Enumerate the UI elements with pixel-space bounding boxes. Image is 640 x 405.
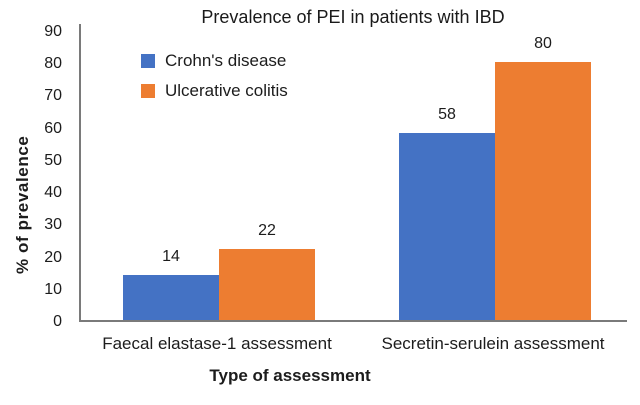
legend-label: Crohn's disease (165, 51, 287, 70)
bar-ulcerative-faecal (219, 249, 315, 320)
legend-label: Ulcerative colitis (165, 81, 288, 100)
legend-swatch-icon (141, 54, 155, 68)
bar-crohns-secretin (399, 133, 495, 320)
x-axis-title: Type of assessment (209, 366, 371, 385)
chart-title: Prevalence of PEI in patients with IBD (201, 7, 505, 27)
y-axis-ticks: 0 10 20 30 40 50 60 70 80 90 (0, 23, 62, 330)
y-tick-label: 60 (44, 119, 62, 137)
legend-swatch-icon (141, 84, 155, 98)
legend: Crohn's disease Ulcerative colitis (141, 51, 288, 111)
bar-crohns-faecal (123, 274, 219, 320)
x-category-label: Faecal elastase-1 assessment (102, 334, 332, 353)
y-tick-label: 30 (44, 216, 62, 234)
bar-value-label: 14 (162, 247, 180, 265)
y-tick-label: 50 (44, 151, 62, 169)
y-tick-label: 80 (44, 55, 62, 73)
y-tick-label: 0 (53, 313, 62, 330)
x-category-labels: Faecal elastase-1 assessment Secretin-ser… (0, 334, 640, 354)
plot-area: 14 22 58 80 (79, 24, 627, 322)
legend-item: Crohn's disease (141, 51, 288, 71)
bar-ulcerative-secretin (495, 62, 591, 320)
x-category-label: Secretin-serulein assessment (381, 334, 605, 353)
y-tick-label: 10 (44, 280, 62, 298)
y-tick-label: 90 (44, 23, 62, 40)
y-tick-label: 40 (44, 184, 62, 202)
y-tick-label: 70 (44, 87, 62, 105)
y-tick-label: 20 (44, 248, 62, 266)
bar-value-label: 58 (438, 106, 456, 124)
legend-item: Ulcerative colitis (141, 81, 288, 101)
bar-value-label: 80 (534, 35, 552, 53)
bar-value-label: 22 (258, 222, 276, 240)
